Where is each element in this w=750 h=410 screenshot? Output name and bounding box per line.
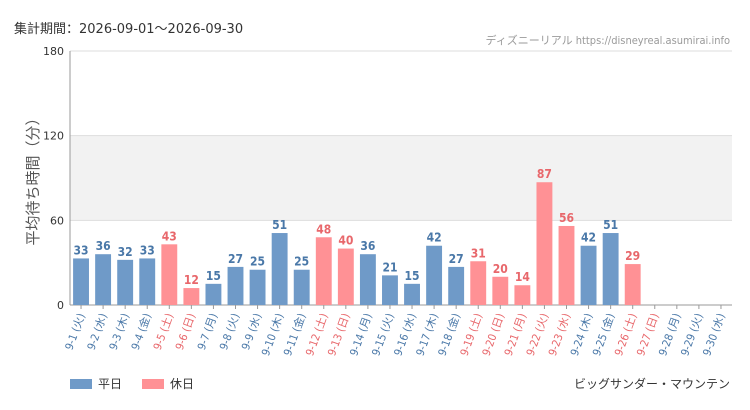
x-tick-label: 9-6 (日) [173,311,198,351]
legend-holiday: 休日 [142,375,194,392]
bar-value-label: 36 [360,239,375,253]
bar-value-label: 42 [427,231,442,245]
bar-value-label: 14 [515,270,531,284]
legend-holiday-label: 休日 [170,377,195,391]
bar-value-label: 56 [559,211,574,225]
bar-value-label: 29 [625,249,640,263]
bar [492,276,509,305]
bar [536,182,553,305]
bar-value-label: 42 [581,231,596,245]
y-axis-label: 平均待ち時間（分） [24,110,42,245]
bar [315,237,332,305]
bar [139,258,156,305]
bar [558,225,575,305]
bar [183,288,200,305]
bar [271,233,288,305]
bar-value-label: 31 [471,246,486,260]
bar-value-label: 27 [449,252,464,266]
legend-weekday-label: 平日 [98,377,123,391]
bar [624,264,641,305]
bar-value-label: 48 [316,222,331,236]
bar-value-label: 40 [338,234,353,248]
bar [470,261,487,305]
bar [73,258,89,305]
x-tick-label: 9-9 (水) [239,311,264,351]
site-credit: ディズニーリアル https://disneyreal.asumirai.inf… [485,34,730,47]
x-tick-label: 9-3 (木) [107,311,132,351]
grid-band [70,135,732,221]
bar-value-label: 87 [537,167,552,181]
y-tick-label: 120 [43,130,64,143]
bar-value-label: 20 [493,262,508,276]
x-tick-label: 9-2 (水) [85,311,110,351]
bar [293,269,310,305]
bar-value-label: 12 [184,273,199,287]
x-tick-label: 9-8 (火) [217,311,242,351]
legend-weekday-swatch [70,378,92,389]
x-tick-label: 9-4 (金) [128,311,154,352]
y-tick-label: 180 [43,45,64,58]
bar [382,275,398,305]
bar-value-label: 25 [250,255,265,269]
bar-value-label: 33 [74,243,89,257]
bar [448,266,465,305]
bar-value-label: 15 [206,269,221,283]
bar [602,233,619,305]
bar [227,266,244,305]
x-tick-label: 9-5 (土) [151,311,176,351]
x-tick-label: 9-7 (月) [195,311,220,351]
bar-value-label: 27 [228,252,243,266]
x-tick-label: 9-1 (火) [63,311,88,351]
bar [161,244,178,305]
bar [514,285,531,305]
bar [580,245,597,305]
bar [426,245,443,305]
bar-value-label: 21 [382,260,397,274]
bar-value-label: 51 [272,218,287,232]
bar [404,283,420,305]
bar-value-label: 25 [294,255,309,269]
bar [359,254,376,305]
bar [205,283,222,305]
bar-value-label: 36 [96,239,111,253]
bar-value-label: 43 [162,229,177,243]
legend-weekday: 平日 [70,375,122,392]
bar-value-label: 33 [140,243,155,257]
bar-value-label: 15 [405,269,420,283]
bar-value-label: 51 [603,218,618,232]
period-label: 集計期間：2026-09-01〜2026-09-30 [14,22,244,37]
legend: 平日 休日 [70,375,214,392]
bar-value-label: 32 [118,245,133,259]
legend-holiday-swatch [142,378,165,389]
y-tick-label: 60 [50,214,64,227]
bar [117,259,134,305]
bar [95,254,112,305]
bar [249,269,266,305]
bar [337,248,354,305]
attraction-name: ビッグサンダー・マウンテン [573,377,730,391]
y-tick-label: 0 [57,299,64,312]
